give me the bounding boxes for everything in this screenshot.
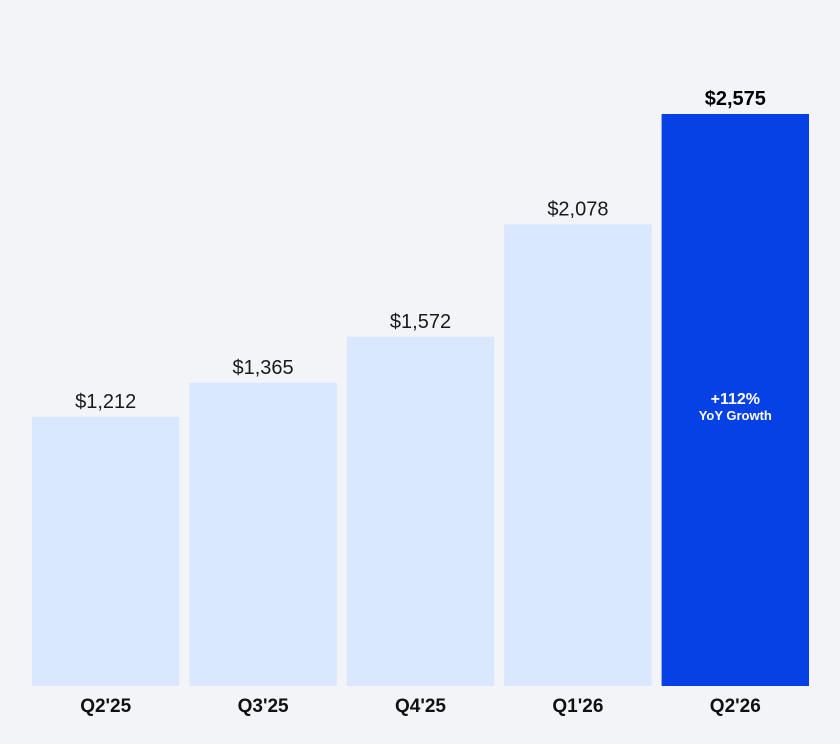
bar-q2-26 [661, 114, 809, 686]
bar-q2-25 [32, 416, 180, 686]
category-labels-group: Q2'25 Q3'25 Q4'25 Q1'26 Q2'26 [80, 696, 761, 717]
value-label-q2-26: $2,575 [705, 88, 766, 110]
bar-q3-25 [189, 382, 337, 686]
value-labels-group: $1,212 $1,365 $1,572 $2,078 $2,575 [75, 88, 766, 413]
category-label-q2-25: Q2'25 [80, 696, 131, 717]
category-label-q1-26: Q1'26 [552, 696, 603, 717]
bar-q1-26 [504, 224, 652, 686]
value-label-q3-25: $1,365 [233, 357, 294, 379]
value-label-q4-25: $1,572 [390, 311, 451, 333]
growth-annotation-value: +112% [711, 391, 760, 408]
growth-annotation: +112% YoY Growth [699, 391, 772, 423]
value-label-q2-25: $1,212 [75, 391, 136, 413]
category-label-q2-26: Q2'26 [710, 696, 761, 717]
bars-group [32, 114, 809, 686]
category-label-q4-25: Q4'25 [395, 696, 446, 717]
category-label-q3-25: Q3'25 [238, 696, 289, 717]
growth-annotation-label: YoY Growth [699, 408, 772, 423]
bar-q4-25 [346, 336, 495, 686]
value-label-q1-26: $2,078 [547, 198, 608, 220]
